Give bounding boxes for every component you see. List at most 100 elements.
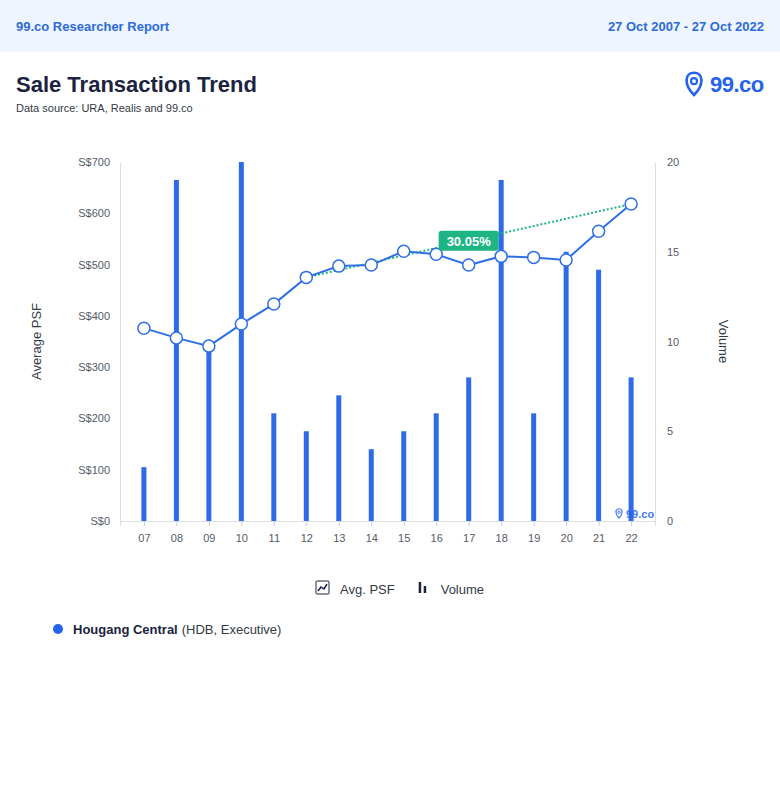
x-axis-tick-mark xyxy=(631,521,632,526)
volume-bar xyxy=(401,431,406,521)
x-axis-tick: 07 xyxy=(138,521,150,544)
y-axis-tick-label: S$100 xyxy=(78,464,110,476)
legend-label: Volume xyxy=(441,582,484,597)
pin-icon xyxy=(616,509,622,518)
x-axis-tick: 14 xyxy=(366,521,378,544)
volume-bar xyxy=(564,252,569,521)
psf-marker xyxy=(203,340,215,352)
psf-marker xyxy=(235,318,247,330)
y-axis: S$0S$100S$200S$300S$400S$500S$600S$700 xyxy=(78,156,120,527)
x-axis-tick: 08 xyxy=(171,521,183,544)
y-axis-tick: S$700 xyxy=(78,156,120,168)
volume-bar xyxy=(596,270,601,521)
pin-dot xyxy=(691,78,697,84)
psf-marker xyxy=(560,254,572,266)
header-left: 99.co Researcher Report xyxy=(16,19,170,34)
x-axis-tick-mark xyxy=(144,521,145,526)
x-axis-tick-mark xyxy=(404,521,405,526)
x-axis-tick-mark xyxy=(501,521,502,526)
y-axis-tick: S$400 xyxy=(78,310,120,322)
volume-bar xyxy=(531,413,536,521)
x-axis-tick-mark xyxy=(469,521,470,526)
chart-root: 99.co Researcher Report 27 Oct 2007 - 27 … xyxy=(0,0,780,800)
header-right: 27 Oct 2007 - 27 Oct 2022 xyxy=(608,19,764,34)
y-axis-tick: S$0 xyxy=(90,515,120,527)
x-axis-line xyxy=(121,522,656,527)
psf-line xyxy=(144,204,631,346)
y2-axis-title: Volume xyxy=(716,320,731,363)
subtitle: Data source: URA, Realis and 99.co xyxy=(16,102,193,114)
x-axis-tick-mark xyxy=(176,521,177,526)
logo: 99.co xyxy=(687,72,764,97)
y-axis-tick: S$200 xyxy=(78,412,120,424)
x-axis-tick: 22 xyxy=(625,521,637,544)
y-axis-tick-label: S$700 xyxy=(78,156,110,168)
x-axis-tick-mark xyxy=(599,521,600,526)
psf-marker xyxy=(138,322,150,334)
watermark-text: 99.co xyxy=(626,508,654,520)
volume-bar xyxy=(369,449,374,521)
y-axis-tick: S$100 xyxy=(78,464,120,476)
y2-axis-tick-label: 20 xyxy=(667,156,679,168)
trend-label-box xyxy=(439,231,499,251)
x-axis-tick-label: 09 xyxy=(203,532,215,544)
logo-text: 99.co xyxy=(710,72,764,97)
x-axis-tick: 20 xyxy=(561,521,573,544)
pin-icon xyxy=(687,73,702,95)
x-axis-tick-label: 12 xyxy=(301,532,313,544)
x-axis-tick-label: 13 xyxy=(333,532,345,544)
psf-marker xyxy=(398,245,410,257)
psf-marker xyxy=(300,271,312,283)
x-axis-tick: 11 xyxy=(269,521,280,544)
trend-label: 30.05% xyxy=(439,231,499,251)
x-axis-tick-label: 07 xyxy=(138,532,150,544)
header-band xyxy=(0,0,780,52)
legend-icon xyxy=(424,586,427,593)
y-axis-tick-label: S$300 xyxy=(78,361,110,373)
x-axis-tick: 13 xyxy=(333,521,345,544)
y2-axis-tick: 20 xyxy=(655,156,679,168)
y-axis-tick: S$500 xyxy=(78,259,120,271)
y2-axis-tick: 5 xyxy=(655,425,673,437)
x-axis-tick: 21 xyxy=(593,521,605,544)
volume-bar xyxy=(434,413,439,521)
y-axis-line xyxy=(120,163,121,522)
volume-bar xyxy=(304,431,309,521)
volume-bar xyxy=(499,180,504,521)
x-axis-tick-label: 18 xyxy=(496,532,508,544)
y-axis-tick-label: S$200 xyxy=(78,412,110,424)
x-axis-tick: 15 xyxy=(398,521,410,544)
x-axis-tick-mark xyxy=(566,521,567,526)
legend-icon xyxy=(318,584,327,591)
volume-bar xyxy=(141,467,146,521)
x-axis-tick-label: 08 xyxy=(171,532,183,544)
y2-axis-tick-label: 5 xyxy=(667,425,673,437)
volume-bar xyxy=(206,342,211,522)
trend-label-text: 30.05% xyxy=(447,234,492,249)
y2-axis: 05101520 xyxy=(655,156,679,527)
volume-bar xyxy=(629,377,634,521)
psf-marker xyxy=(528,251,540,263)
psf-marker xyxy=(170,332,182,344)
x-axis-tick-label: 19 xyxy=(528,532,540,544)
x-axis-tick-mark xyxy=(436,521,437,526)
footer-name: Hougang Central xyxy=(73,622,178,637)
title: Sale Transaction Trend xyxy=(16,72,257,97)
psf-marker xyxy=(365,259,377,271)
psf-marker xyxy=(625,198,637,210)
legend-label: Avg. PSF xyxy=(340,582,395,597)
y-axis-tick-label: S$400 xyxy=(78,310,110,322)
x-axis-tick-mark xyxy=(306,521,307,526)
y2-axis-tick: 15 xyxy=(655,246,679,258)
x-axis-tick: 18 xyxy=(496,521,508,544)
x-axis-tick-label: 15 xyxy=(398,532,410,544)
y2-axis-tick: 0 xyxy=(655,515,673,527)
x-axis-tick: 16 xyxy=(431,521,443,544)
x-axis-tick-mark xyxy=(274,521,275,526)
y-axis-tick-label: S$500 xyxy=(78,259,110,271)
y2-axis-tick-label: 0 xyxy=(667,515,673,527)
legend-item: Avg. PSF xyxy=(316,581,395,597)
footer-dot xyxy=(53,624,63,634)
y-axis-tick-label: S$0 xyxy=(90,515,110,527)
x-axis-tick-label: 14 xyxy=(366,532,378,544)
